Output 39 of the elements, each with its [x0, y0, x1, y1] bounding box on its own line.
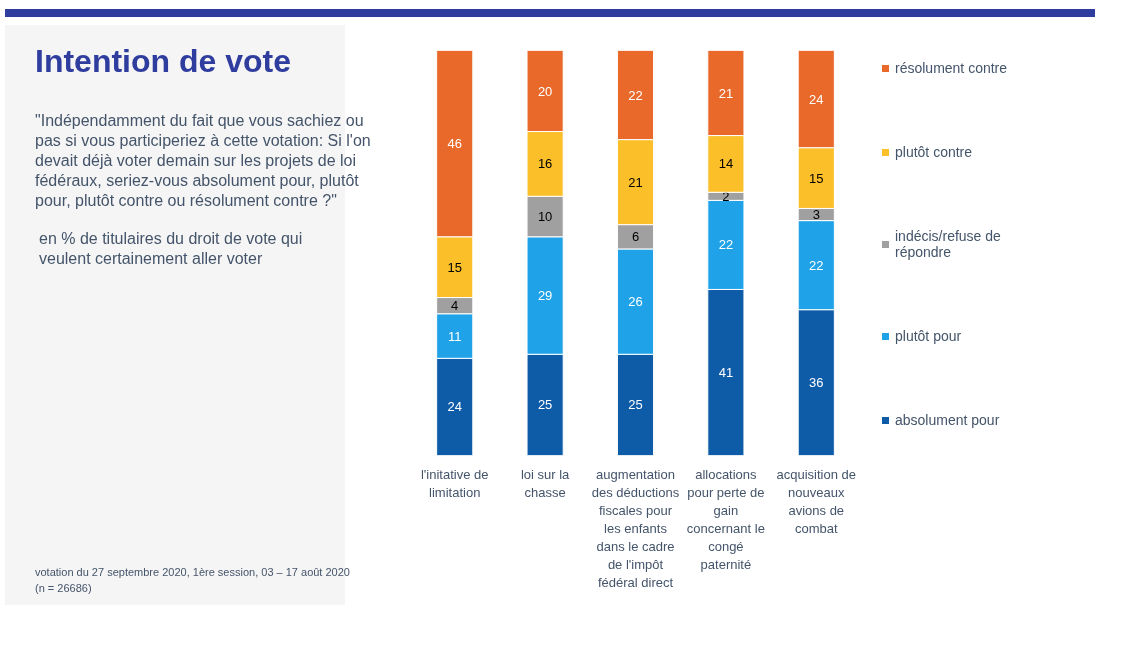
data-label: 26: [628, 294, 643, 310]
data-label: 3: [812, 207, 820, 223]
data-label: 11: [447, 328, 462, 344]
data-label: 46: [447, 136, 462, 152]
x-tick-label: l'initative de limitation: [420, 466, 489, 500]
data-label: 16: [537, 156, 553, 172]
data-label: 36: [809, 375, 824, 391]
data-label: 6: [631, 229, 640, 245]
data-label: 22: [628, 87, 643, 103]
x-tick-label: acquisition de nouveaux avions de combat: [776, 466, 857, 536]
text: "Indépendamment du fait que vous sachiez ou pas si vous participeriez à cette votation: Si l'on devait déjà voter demain sur les projets de loi fédéraux, seriez-vous absolument pour, plutôt pour, plutôt contre ou résolument contre ?": [35, 110, 372, 211]
legend-label: indécis/refuse de répondre: [895, 228, 1002, 260]
data-label: 22: [809, 257, 824, 273]
x-tick-label: augmentation des déductions fiscales pour les enfants dans le cadre de l'impôt fédéral direct: [591, 466, 680, 590]
data-label: 25: [537, 397, 553, 413]
data-label: 22: [718, 237, 734, 253]
legend-label: plutôt contre: [895, 144, 974, 160]
data-label: 10: [537, 209, 553, 225]
text: votation du 27 septembre 2020, 1ère session, 03 – 17 août 2020 (n = 26686): [35, 565, 351, 596]
data-label: 21: [718, 85, 734, 101]
data-label: 20: [537, 83, 553, 99]
data-label: 29: [537, 288, 553, 304]
data-label: 15: [809, 170, 824, 186]
data-label: 15: [447, 259, 462, 275]
chart-title: Intention de vote: [35, 42, 292, 81]
legend-label: absolument pour: [895, 412, 1001, 428]
data-label: 21: [628, 174, 643, 190]
data-label: 24: [809, 91, 824, 107]
data-label: 24: [447, 399, 462, 415]
data-label: 14: [718, 156, 734, 172]
data-label: 2: [722, 188, 730, 204]
data-label: 25: [628, 397, 643, 413]
x-tick-label: loi sur la chasse: [520, 466, 571, 500]
text: en % de titulaires du droit de vote qui veulent certainement aller voter: [38, 228, 304, 269]
x-tick-label: allocations pour perte de gain concernant le congé paternité: [686, 466, 765, 572]
legend-label: résolument contre: [895, 60, 1009, 76]
data-label: 41: [718, 364, 734, 380]
data-label: 4: [451, 298, 459, 314]
legend-label: plutôt pour: [895, 328, 963, 344]
